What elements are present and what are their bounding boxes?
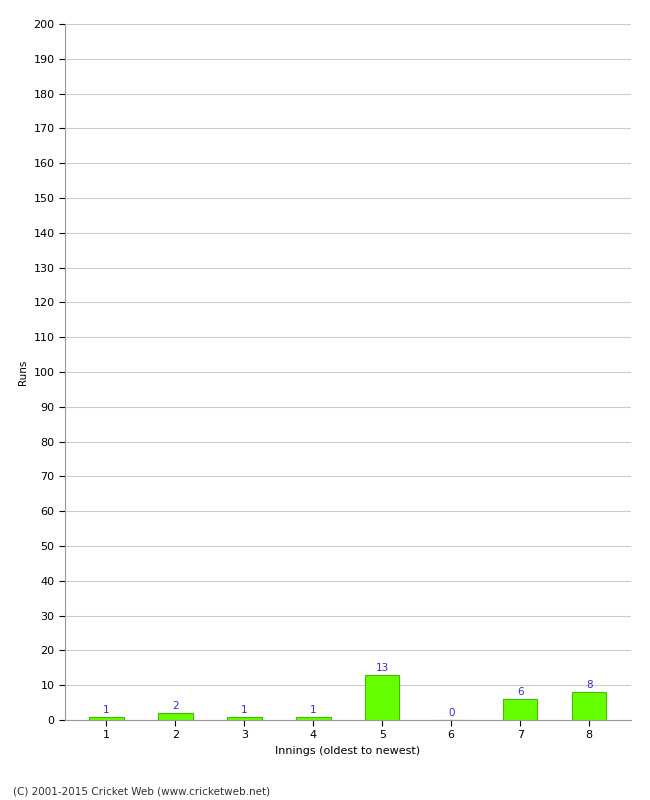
Bar xyxy=(296,717,330,720)
X-axis label: Innings (oldest to newest): Innings (oldest to newest) xyxy=(275,746,421,756)
Text: 0: 0 xyxy=(448,708,454,718)
Text: 8: 8 xyxy=(586,681,592,690)
Text: 6: 6 xyxy=(517,687,523,698)
Text: 1: 1 xyxy=(310,705,317,714)
Bar xyxy=(503,699,538,720)
Bar xyxy=(158,713,192,720)
Text: 13: 13 xyxy=(376,663,389,673)
Bar xyxy=(89,717,124,720)
Y-axis label: Runs: Runs xyxy=(18,359,28,385)
Text: 2: 2 xyxy=(172,702,179,711)
Text: 1: 1 xyxy=(103,705,110,714)
Bar xyxy=(227,717,261,720)
Bar xyxy=(365,674,400,720)
Text: 1: 1 xyxy=(241,705,248,714)
Text: (C) 2001-2015 Cricket Web (www.cricketweb.net): (C) 2001-2015 Cricket Web (www.cricketwe… xyxy=(13,786,270,796)
Bar xyxy=(572,692,606,720)
